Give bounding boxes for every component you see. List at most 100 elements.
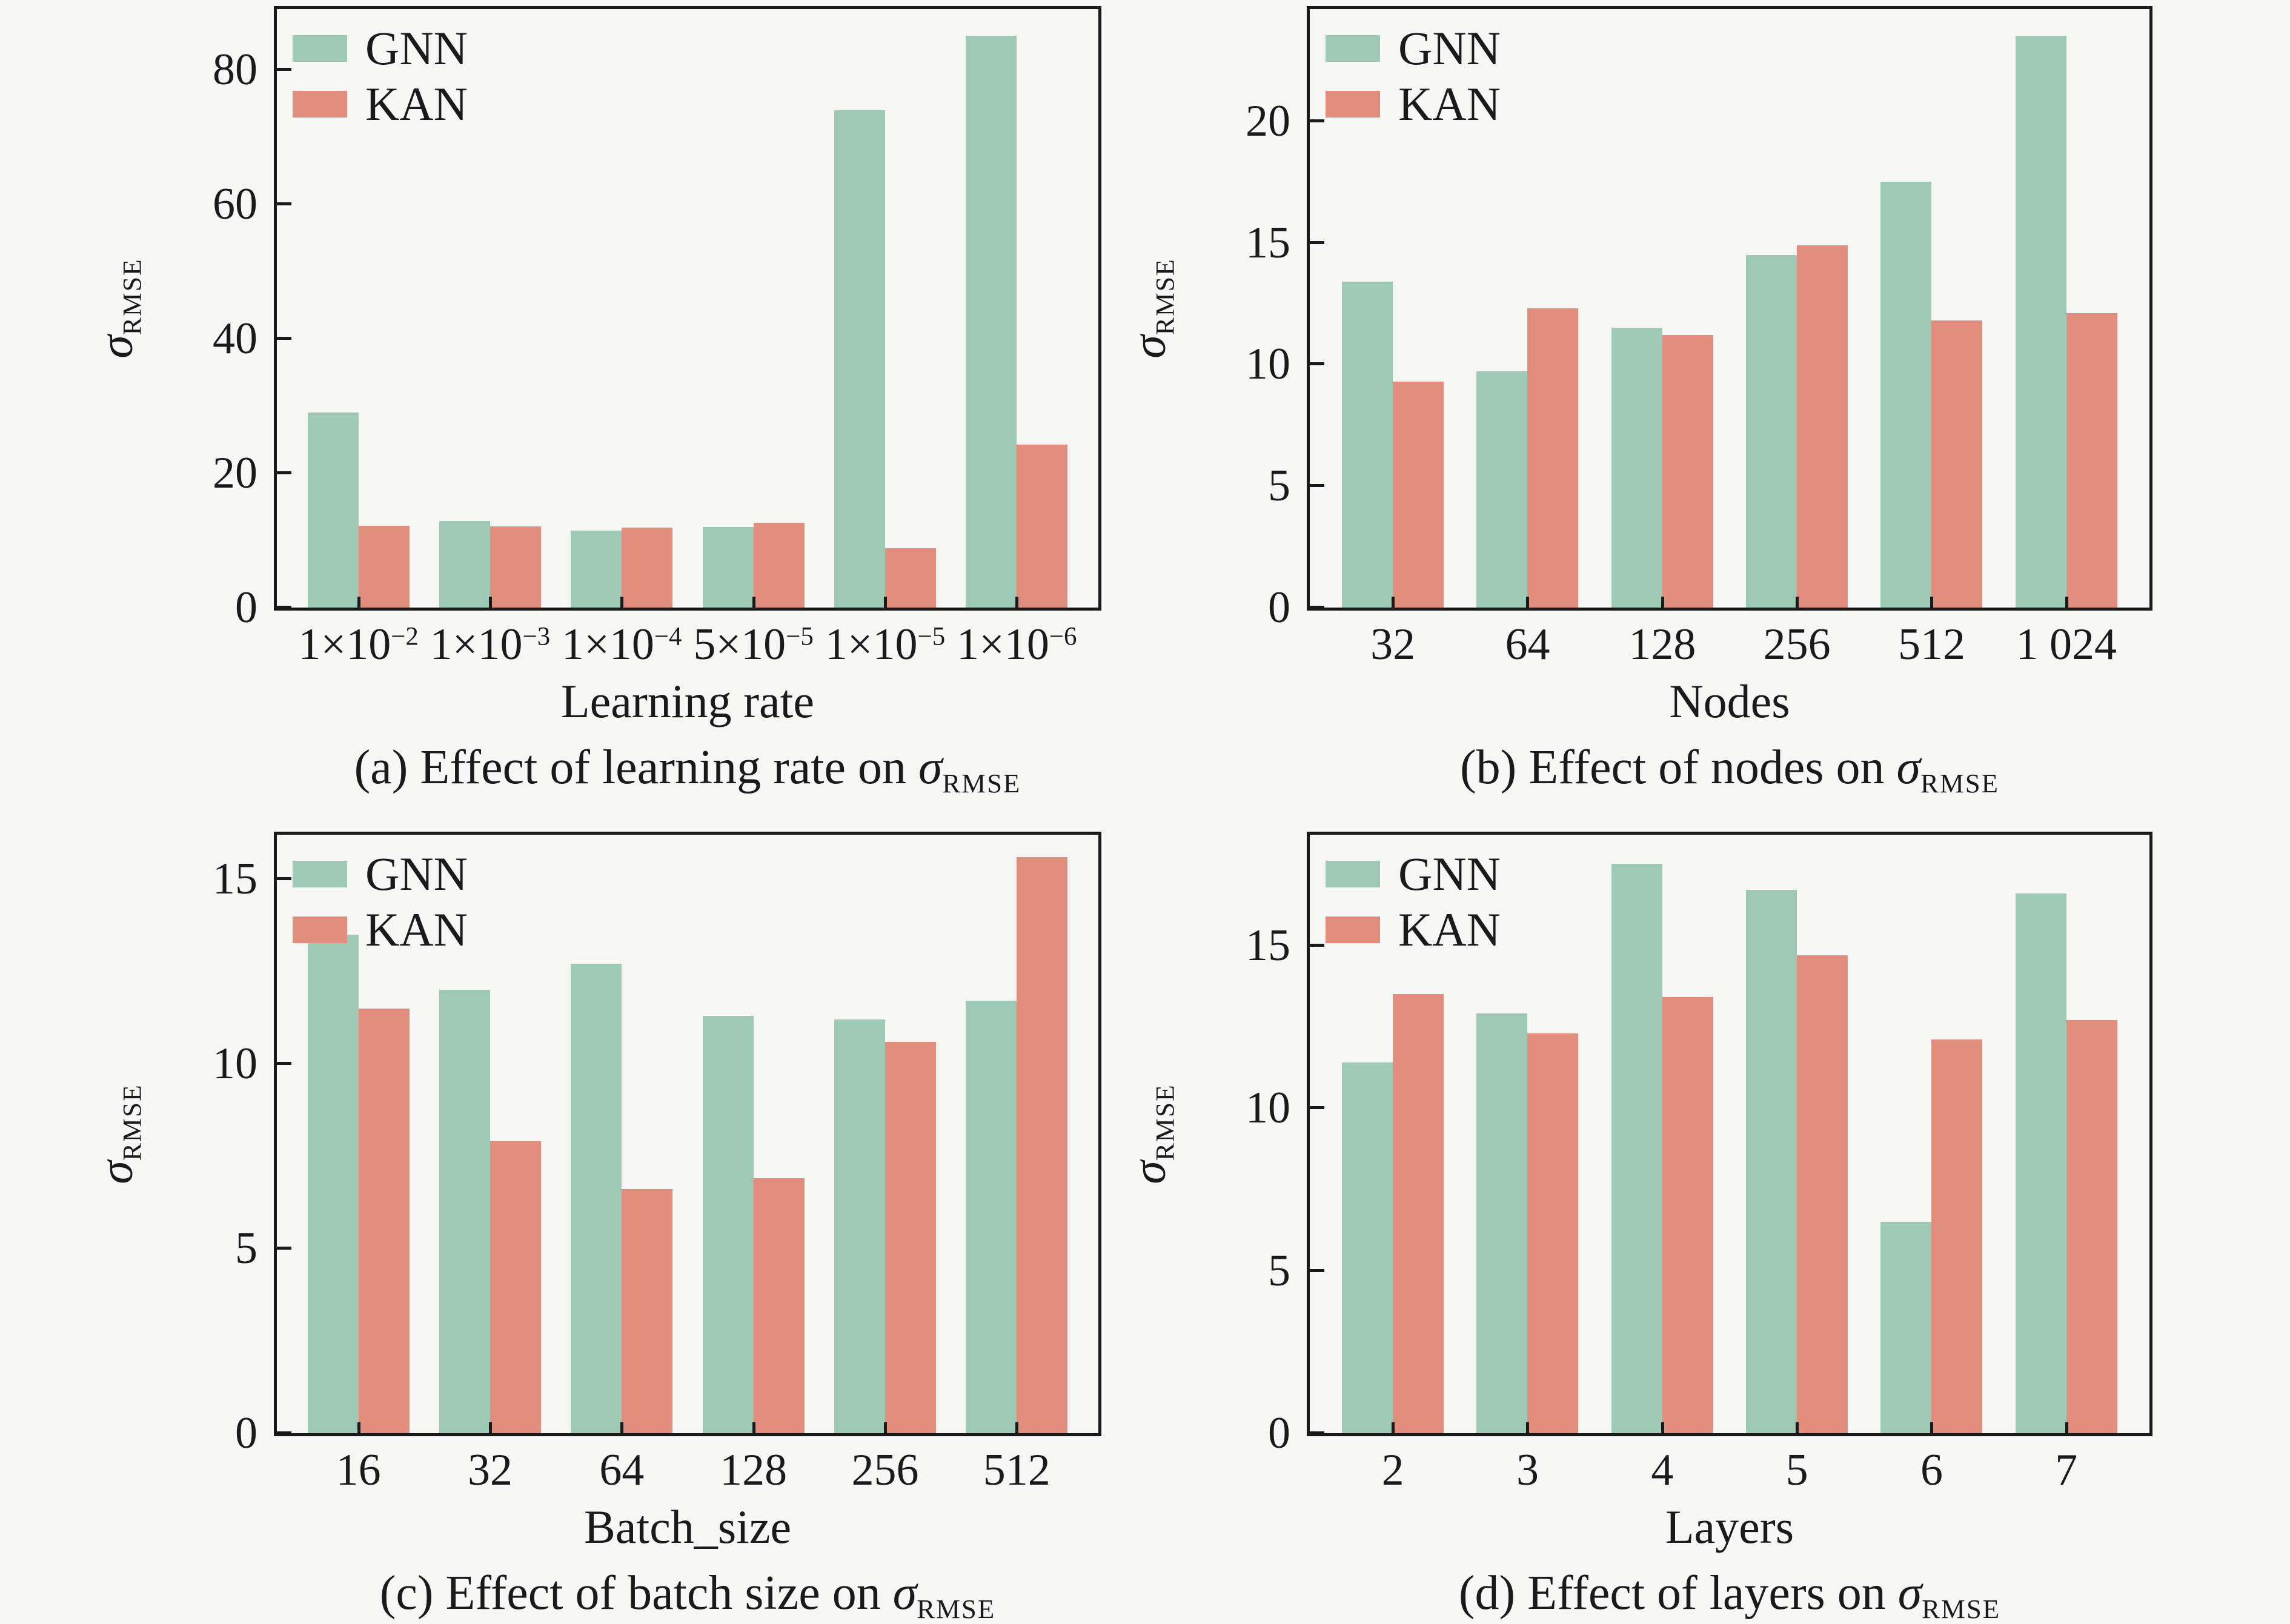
x-tick-mark: [620, 597, 624, 608]
y-tick-label: 5: [1268, 461, 1290, 511]
subplot-caption: (d) Effect of layers on σRMSE: [1310, 1569, 2149, 1623]
bar-gnn: [966, 36, 1017, 608]
x-tick-labels: 2 3 4 5 6 7: [1310, 1448, 2149, 1493]
legend: GNN KAN: [1326, 850, 1501, 953]
x-tick-mark: [620, 1422, 624, 1433]
x-tick-mark: [2065, 1422, 2068, 1433]
legend-swatch-kan: [1326, 916, 1380, 943]
rmse-subscript: RMSE: [1150, 258, 1180, 336]
bar-group: [293, 9, 424, 608]
legend: GNN KAN: [293, 850, 468, 953]
y-tick-mark: [1310, 943, 1324, 947]
bar-group: [1999, 835, 2134, 1433]
bar-kan: [884, 1041, 936, 1433]
legend-swatch-gnn: [1326, 35, 1380, 62]
axes-nodes: 0 5 10 15 20 GNN KAN σRMSE 32 64 128 256 512 1 02…: [1123, 6, 2152, 797]
bar-gnn: [439, 520, 490, 608]
y-tick-mark: [277, 202, 291, 205]
x-tick-mark: [1796, 1422, 1799, 1433]
y-tick-label: 20: [213, 448, 257, 498]
legend-label-kan: KAN: [365, 903, 468, 956]
y-tick-mark: [277, 471, 291, 474]
y-tick-mark: [1310, 240, 1324, 244]
x-tick-mark: [357, 1422, 360, 1433]
y-tick-mark: [277, 1247, 291, 1250]
bar-gnn: [834, 110, 885, 608]
rmse-subscript: RMSE: [942, 768, 1021, 799]
rmse-subscript: RMSE: [1922, 1594, 2001, 1624]
legend-label-gnn: GNN: [365, 847, 468, 900]
bar-group: [556, 835, 688, 1433]
bar-gnn: [1476, 371, 1528, 608]
y-tick-mark: [1310, 362, 1324, 366]
y-axis-label: σRMSE: [1123, 1084, 1180, 1184]
panel-learning-rate: 0 20 40 60 80 GNN KAN σRMSE 1×10−2 1×10−3 1×10…: [0, 0, 1145, 809]
x-tick-mark: [1392, 597, 1395, 608]
y-tick-label: 10: [1246, 339, 1290, 389]
bar-kan: [1527, 308, 1579, 608]
legend-swatch-kan: [1326, 91, 1380, 118]
bar-kan: [753, 1178, 805, 1433]
bar-group: [951, 9, 1083, 608]
bar-group: [1730, 835, 1864, 1433]
y-tick-label: 5: [1268, 1245, 1290, 1296]
x-tick-mark: [1930, 1422, 1934, 1433]
bar-group: [819, 9, 951, 608]
bar-group: [424, 835, 556, 1433]
bar-kan: [622, 1189, 673, 1433]
legend-label-gnn: GNN: [1398, 22, 1501, 75]
rmse-subscript: RMSE: [118, 258, 147, 336]
panel-batch-size: 0 5 10 15 GNN KAN σRMSE 16 32 64 128 256 512 Bat…: [0, 810, 1145, 1623]
x-tick-label: 6: [1920, 1445, 1943, 1495]
y-tick-mark: [1310, 119, 1324, 122]
x-tick-label: 128: [720, 1445, 788, 1495]
bar-gnn: [834, 1019, 885, 1433]
subplot-caption: (a) Effect of learning rate on σRMSE: [277, 743, 1098, 797]
bar-group: [951, 835, 1083, 1433]
y-tick-label: 15: [1246, 920, 1290, 970]
x-tick-label: 1×10−5: [825, 620, 946, 669]
y-tick-label: 15: [213, 854, 257, 904]
bar-kan: [1393, 994, 1444, 1433]
bars-area: [277, 835, 1098, 1433]
bar-group: [293, 835, 424, 1433]
subplot-caption: (b) Effect of nodes on σRMSE: [1310, 743, 2149, 797]
x-tick-mark: [1015, 597, 1019, 608]
y-tick-mark: [277, 67, 291, 71]
x-tick-label: 1×10−2: [298, 620, 419, 669]
bar-group: [424, 9, 556, 608]
y-tick-label: 10: [213, 1039, 257, 1089]
bar-group: [819, 835, 951, 1433]
bar-kan: [1393, 381, 1444, 608]
x-tick-mark: [357, 597, 360, 608]
y-tick-mark: [1310, 484, 1324, 488]
bar-gnn: [1342, 1062, 1393, 1433]
x-tick-labels: 16 32 64 128 256 512: [277, 1448, 1098, 1493]
rmse-subscript: RMSE: [118, 1084, 147, 1161]
x-tick-mark: [883, 1422, 887, 1433]
x-tick-label: 64: [1505, 620, 1550, 669]
x-tick-label: 256: [1763, 620, 1831, 669]
bar-kan: [490, 526, 541, 608]
bar-group: [556, 9, 688, 608]
legend-item-kan: KAN: [293, 81, 468, 128]
bars-area: [1310, 835, 2149, 1433]
x-tick-mark: [1796, 597, 1799, 608]
y-tick-label: 60: [213, 179, 257, 229]
y-axis: 0 5 10 15: [1246, 835, 2149, 1456]
bar-gnn: [571, 531, 622, 608]
bar-kan: [2066, 1020, 2117, 1433]
bar-gnn: [1476, 1013, 1528, 1433]
bar-gnn: [1880, 1221, 1932, 1433]
y-tick-mark: [277, 1062, 291, 1066]
bar-group: [688, 835, 819, 1433]
x-tick-mark: [1661, 597, 1664, 608]
y-tick-mark: [277, 877, 291, 881]
y-tick-label: 0: [1268, 1408, 1290, 1458]
x-tick-label: 5×10−5: [693, 620, 814, 669]
x-tick-label: 2: [1381, 1445, 1404, 1495]
bar-group: [1864, 835, 1999, 1433]
x-tick-mark: [1526, 597, 1530, 608]
